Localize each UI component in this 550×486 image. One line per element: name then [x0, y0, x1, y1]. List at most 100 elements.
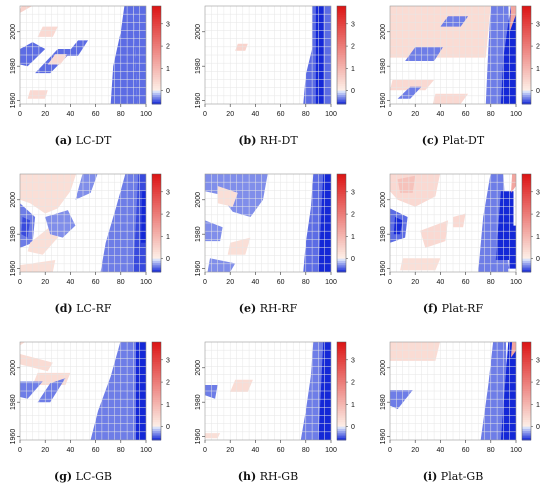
- colorbar-step: [152, 32, 161, 36]
- colorbar-step: [522, 12, 531, 16]
- colorbar-step: [337, 189, 346, 193]
- colorbar-step: [337, 428, 346, 432]
- colorbar-step: [337, 391, 346, 394]
- colorbar-step: [152, 408, 161, 412]
- colorbar: 0 1 2 3: [521, 173, 540, 273]
- x-tick-label: 100: [140, 447, 152, 454]
- colorbar-step: [522, 99, 531, 103]
- colorbar-tick-label: 3: [166, 21, 170, 28]
- heatmap-region: [315, 6, 324, 104]
- colorbar-step: [522, 366, 531, 370]
- x-tick-label: 80: [117, 279, 125, 286]
- colorbar-step: [337, 59, 346, 63]
- colorbar-step: [522, 348, 531, 352]
- panel-caption: (i) Plat-GB: [363, 470, 543, 483]
- colorbar-step: [337, 79, 346, 83]
- y-tick-label: 1960: [380, 261, 387, 277]
- x-tick-label: 80: [487, 279, 495, 286]
- colorbar-step: [152, 377, 161, 381]
- x-tick-label: 60: [277, 279, 285, 286]
- colorbar-step: [337, 231, 346, 235]
- colorbar-step: [152, 397, 161, 401]
- colorbar-step: [337, 101, 346, 105]
- heatmap-region: [135, 342, 146, 440]
- caption-name: LC-GB: [75, 470, 112, 483]
- x-tick-label: 20: [226, 447, 234, 454]
- colorbar-step: [337, 346, 346, 350]
- colorbar-step: [152, 191, 161, 195]
- colorbar-step: [522, 373, 531, 376]
- colorbar-tick-label: 2: [536, 212, 540, 219]
- colorbar-step: [522, 342, 531, 345]
- colorbar-tick-label: 3: [536, 21, 540, 28]
- colorbar-step: [337, 21, 346, 25]
- colorbar-step: [522, 8, 531, 11]
- x-tick-label: 100: [510, 279, 522, 286]
- colorbar-step: [522, 77, 531, 80]
- colorbar-step: [337, 393, 346, 396]
- colorbar-step: [522, 211, 531, 215]
- grid-lines: [20, 174, 146, 272]
- colorbar-step: [152, 52, 161, 56]
- colorbar-step: [522, 178, 531, 182]
- x-tick-label: 60: [92, 447, 100, 454]
- colorbar-step: [152, 92, 161, 96]
- colorbar: 0 1 2 3: [521, 5, 540, 105]
- colorbar-step: [152, 19, 161, 22]
- x-tick-label: 100: [510, 447, 522, 454]
- x-tick-label: 80: [487, 447, 495, 454]
- colorbar-step: [337, 229, 346, 233]
- y-tick-label: 2000: [380, 24, 387, 40]
- panel-caption: (g) LC-GB: [0, 470, 173, 483]
- colorbar-step: [337, 234, 346, 237]
- colorbar-step: [337, 174, 346, 177]
- colorbar-step: [522, 256, 531, 260]
- colorbar-step: [152, 37, 161, 40]
- caption-id: (i): [422, 470, 438, 483]
- colorbar-step: [152, 269, 161, 273]
- colorbar-step: [337, 209, 346, 213]
- y-tick-label: 2000: [10, 24, 17, 40]
- colorbar-step: [152, 55, 161, 58]
- colorbar-step: [522, 263, 531, 266]
- colorbar-step: [337, 77, 346, 80]
- colorbar-tick-label: 0: [166, 424, 170, 431]
- colorbar-step: [522, 353, 531, 356]
- panel-plat-rf: 0 20 40 60 80 100 1960 1980 2000 0 1 2 3: [380, 173, 540, 286]
- colorbar-step: [337, 92, 346, 96]
- colorbar-step: [522, 30, 531, 34]
- heatmap-region: [508, 225, 516, 269]
- colorbar-step: [522, 75, 531, 78]
- colorbar-step: [152, 17, 161, 20]
- colorbar-step: [522, 26, 531, 29]
- colorbar-step: [522, 411, 531, 414]
- colorbar-step: [337, 12, 346, 16]
- x-tick-label: 0: [388, 447, 392, 454]
- colorbar-step: [522, 43, 531, 47]
- colorbar-step: [522, 37, 531, 40]
- colorbar-step: [337, 370, 346, 374]
- colorbar-tick-label: 1: [351, 234, 355, 241]
- y-tick-label: 1960: [10, 261, 17, 277]
- colorbar-step: [152, 12, 161, 16]
- colorbar-step: [337, 265, 346, 268]
- colorbar-step: [337, 75, 346, 78]
- x-tick-label: 40: [252, 111, 260, 118]
- colorbar-step: [522, 355, 531, 358]
- y-tick-label: 1960: [380, 429, 387, 445]
- colorbar-step: [337, 435, 346, 439]
- panel-rh-gb: 0 20 40 60 80 100 1960 1980 2000 0 1 2 3: [195, 341, 355, 454]
- colorbar-step: [152, 368, 161, 372]
- colorbar-step: [152, 366, 161, 370]
- heatmap-region: [495, 191, 514, 260]
- colorbar-step: [337, 72, 346, 76]
- colorbar-step: [522, 417, 531, 421]
- colorbar-step: [337, 236, 346, 239]
- colorbar-step: [522, 194, 531, 197]
- colorbar-step: [522, 388, 531, 392]
- colorbar-tick-label: 0: [166, 88, 170, 95]
- colorbar-step: [152, 238, 161, 242]
- colorbar-step: [152, 359, 161, 363]
- colorbar-step: [337, 240, 346, 244]
- colorbar-step: [152, 417, 161, 421]
